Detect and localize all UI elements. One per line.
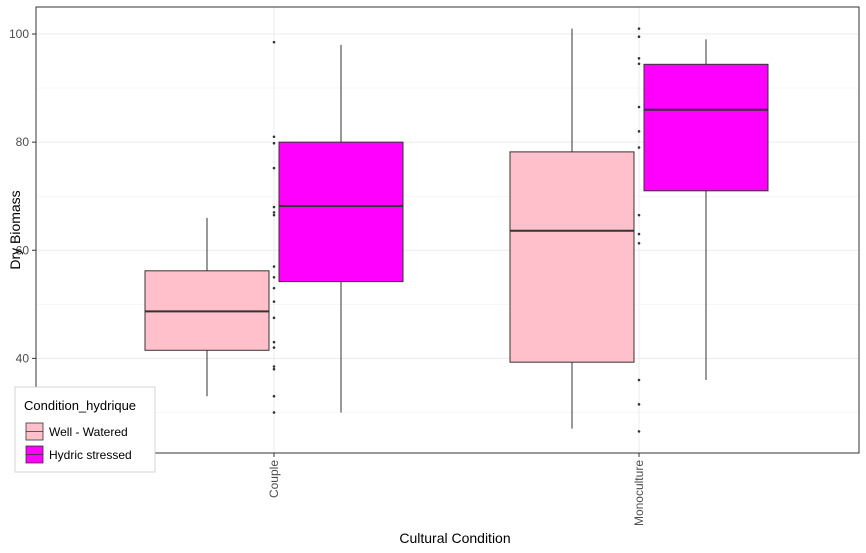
data-point (637, 57, 641, 60)
x-tick-label-monoculture: Monoculture (632, 460, 646, 526)
box-body (643, 63, 769, 192)
data-point (637, 378, 641, 382)
box-well-watered-couple (144, 217, 270, 397)
data-point (637, 130, 641, 133)
data-point (637, 35, 641, 39)
legend-label-hydric-stressed: Hydric stressed (49, 448, 132, 462)
data-point (272, 40, 276, 44)
data-point (637, 241, 641, 245)
data-point (637, 105, 641, 109)
data-point (272, 411, 276, 414)
data-point (637, 213, 641, 217)
legend-key-well-watered (25, 422, 44, 441)
box-body (278, 141, 404, 283)
x-axis-title: Cultural Condition (399, 530, 510, 546)
data-point (637, 27, 641, 30)
data-point (272, 166, 276, 170)
data-point (272, 346, 276, 349)
jitter-points-group (272, 27, 641, 433)
box-hydric-stressed-monoculture (643, 39, 769, 381)
data-point (637, 146, 641, 149)
box-well-watered-monoculture (509, 28, 635, 429)
data-point (637, 403, 641, 406)
data-point (637, 62, 641, 66)
box-series-group (144, 28, 769, 429)
data-point (272, 365, 276, 368)
data-point (272, 141, 276, 145)
plot-panel-border (35, 6, 860, 454)
box-body (509, 151, 635, 363)
legend-label-well-watered: Well - Watered (49, 425, 128, 439)
data-point (272, 286, 276, 290)
data-point (272, 213, 276, 217)
data-point (272, 265, 276, 268)
y-tick-label: 100 (9, 27, 29, 41)
y-tick-label: 60 (16, 243, 30, 257)
data-point (272, 394, 276, 398)
data-point (272, 300, 276, 303)
data-point (272, 205, 276, 209)
data-point (637, 430, 641, 433)
y-tick-label: 80 (16, 135, 30, 149)
box-hydric-stressed-couple (278, 44, 404, 413)
y-tick-label: 40 (16, 351, 30, 365)
x-tick-label-couple: Couple (267, 460, 281, 498)
data-point (272, 340, 276, 344)
legend-key-hydric-stressed (25, 445, 44, 464)
legend: Condition_hydrique Well - Watered Hydric… (14, 386, 156, 473)
y-axis-ticks: 40 60 80 100 (9, 27, 36, 365)
x-axis-ticks: Couple Monoculture (267, 453, 646, 526)
data-point (272, 316, 276, 320)
data-point (637, 232, 641, 236)
data-point (272, 367, 276, 371)
data-point (272, 135, 276, 139)
data-point (272, 276, 276, 279)
y-axis-title: Dry Biomass (7, 190, 23, 269)
data-point (272, 211, 276, 214)
legend-title: Condition_hydrique (24, 398, 136, 413)
